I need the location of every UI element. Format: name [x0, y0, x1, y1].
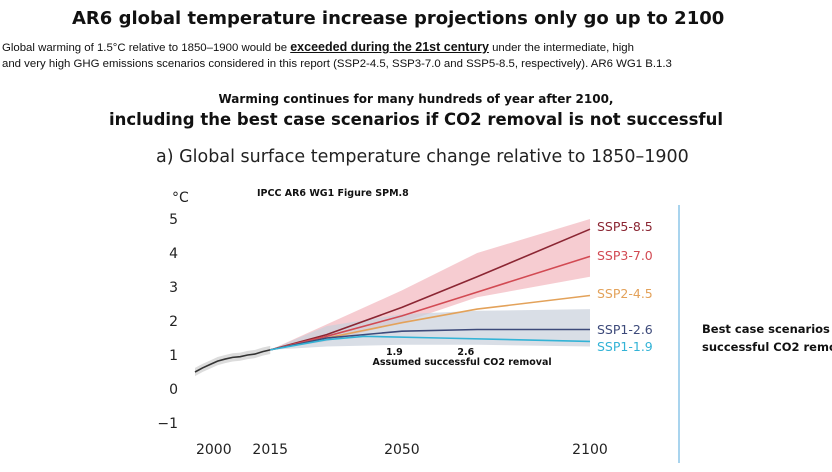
annotation-1: 2.6: [457, 347, 474, 358]
historical-line: [194, 349, 271, 373]
headline: AR6 global temperature increase projecti…: [72, 8, 725, 29]
uncertainty-band-ssp5-8-5: [270, 219, 590, 350]
side-divider: [678, 205, 680, 463]
y-tick-label: 1: [169, 348, 178, 364]
y-tick-label: −1: [157, 416, 178, 432]
source-label: IPCC AR6 WG1 Figure SPM.8: [257, 188, 409, 199]
intro-line-1: Global warming of 1.5°C relative to 1850…: [2, 40, 634, 54]
series-label-ssp5-8-5: SSP5-8.5: [597, 219, 653, 234]
side-note-line-1: Best case scenarios a: [702, 322, 832, 336]
series-line-ssp1-1-9: [270, 335, 591, 351]
subheading-1: Warming continues for many hundreds of y…: [218, 92, 614, 106]
series-line-ssp5-8-5: [270, 228, 591, 351]
series-line-ssp1-2-6: [270, 328, 590, 351]
panel-title: a) Global surface temperature change rel…: [156, 147, 689, 167]
y-tick-label: 0: [169, 382, 178, 398]
x-tick-label: 2050: [384, 442, 420, 458]
y-tick-label: 4: [169, 246, 178, 262]
series-line-ssp3-7-0: [270, 255, 591, 351]
intro-line-1-post: under the intermediate, high: [488, 42, 634, 54]
historical-band: [195, 345, 271, 377]
series-label-ssp2-4-5: SSP2-4.5: [597, 286, 653, 301]
side-note-line-2: successful CO2 remo: [702, 340, 832, 354]
annotation-0: 1.9: [386, 347, 403, 358]
y-axis-label: °C: [172, 190, 189, 206]
y-tick-label: 2: [169, 314, 178, 330]
annotation-2: Assumed successful CO2 removal: [373, 357, 552, 368]
series-label-ssp1-1-9: SSP1-1.9: [597, 339, 653, 354]
x-tick-label: 2000: [196, 442, 232, 458]
series-label-ssp1-2-6: SSP1-2.6: [597, 322, 653, 337]
x-tick-label: 2100: [572, 442, 608, 458]
intro-line-1-pre: Global warming of 1.5°C relative to 1850…: [2, 42, 291, 54]
x-tick-label: 2015: [252, 442, 288, 458]
subheading-2: including the best case scenarios if CO2…: [109, 110, 723, 129]
series-label-ssp3-7-0: SSP3-7.0: [597, 248, 653, 263]
side-note: Best case scenarios a successful CO2 rem…: [702, 320, 832, 356]
intro-emphasis: exceeded during the 21st century: [290, 40, 489, 54]
y-tick-label: 5: [169, 212, 178, 228]
intro-line-2: and very high GHG emissions scenarios co…: [2, 58, 672, 70]
y-tick-label: 3: [169, 280, 178, 296]
